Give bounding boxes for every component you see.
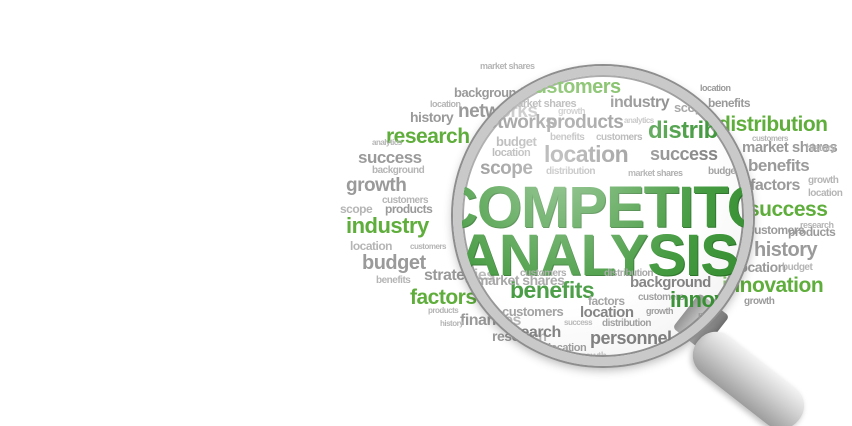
word-location: location (430, 99, 461, 109)
word-history-tiny: history (440, 319, 464, 328)
word-history: history (410, 109, 454, 125)
word-history-right2: history (754, 239, 818, 261)
word-customers-right: customers (752, 134, 788, 143)
word-distribution-right: distribution (718, 113, 828, 136)
word-benefits-right2: benefits (748, 156, 810, 175)
word-products-right: products (788, 225, 836, 239)
word-location-right3: location (736, 259, 786, 275)
magnifying-glass-lens: customers market shares industry scope g… (453, 66, 753, 366)
word-budget-right: budget (782, 262, 813, 273)
word-research-right: research (800, 220, 834, 230)
lens-word-products-2: products (698, 310, 733, 320)
lens-glare (462, 75, 744, 357)
word-products-tiny: products (428, 306, 459, 315)
word-products-small: products (385, 202, 433, 216)
word-factors: factors (410, 286, 477, 309)
word-analytics: analytics (372, 138, 402, 147)
word-location-right: location (700, 83, 731, 93)
word-growth-right: growth (808, 175, 839, 186)
word-background: background (454, 85, 524, 100)
word-success: success (358, 148, 422, 167)
lens-word-scope-bottom: scope (548, 354, 604, 366)
lens-word-distribution-4: distribution (642, 350, 724, 366)
word-factors-right: factors (750, 177, 800, 194)
word-industry: industry (346, 213, 429, 238)
word-scope-small: scope (340, 202, 373, 216)
word-benefits-small: benefits (376, 275, 411, 286)
word-customers-right2: customers (748, 223, 805, 237)
magnifier-handle (683, 322, 814, 426)
word-market-shares-right: market shares (742, 139, 838, 156)
word-innovation-right: innovation (722, 274, 824, 297)
word-history-right: history (806, 143, 836, 154)
word-research: research (386, 125, 470, 148)
word-success-right: success (748, 198, 828, 221)
word-location-right2: location (808, 188, 843, 199)
word-growth-right2: growth (744, 296, 775, 307)
word-location-small: location (350, 239, 393, 253)
word-benefits-right: benefits (708, 96, 751, 110)
word-customers-small: customers (382, 195, 429, 206)
word-growth: growth (346, 175, 407, 196)
word-budget: budget (362, 252, 426, 274)
word-customers-tiny: customers (410, 242, 446, 251)
word-background-small: background (372, 165, 425, 176)
word-market-shares: market shares (480, 61, 535, 71)
